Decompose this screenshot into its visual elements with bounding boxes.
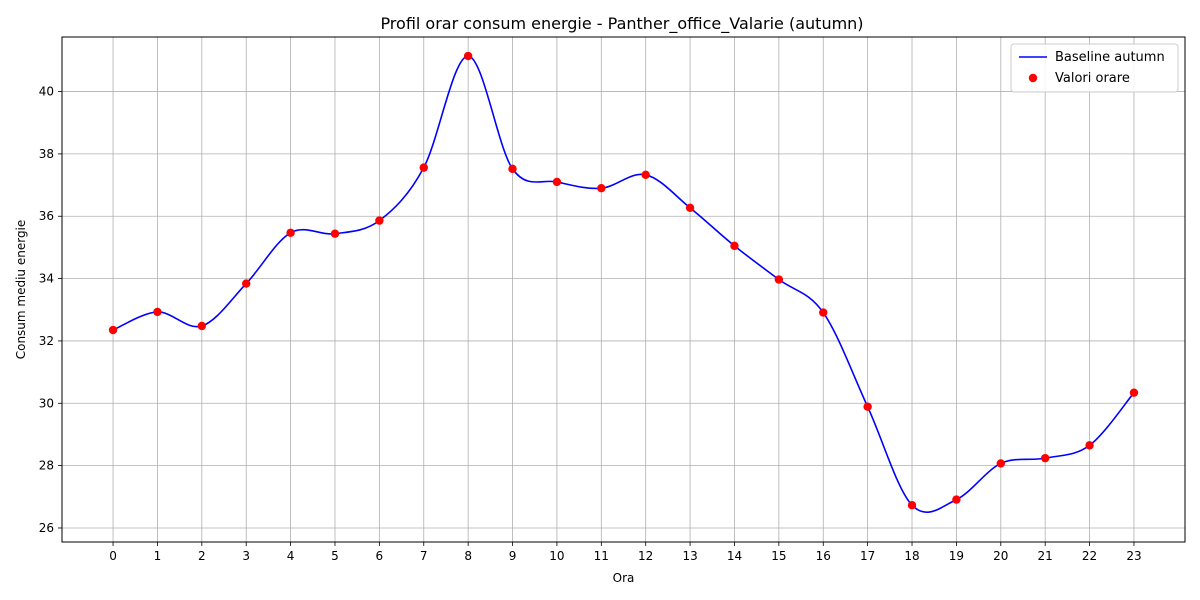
scatter-point [242, 279, 251, 288]
x-tick-label: 12 [638, 549, 653, 563]
axes-frame [61, 36, 1186, 543]
y-tick-label: 40 [39, 85, 54, 99]
scatter-point [1085, 441, 1094, 450]
x-tick-label: 1 [154, 549, 162, 563]
x-tick-label: 9 [509, 549, 517, 563]
x-tick-label: 21 [1038, 549, 1053, 563]
x-axis: 0 1 2 3 4 5 6 7 8 9 10 11 12 13 14 15 16 17 18 19 20 21 22 23 [109, 542, 1142, 563]
scatter-point [952, 495, 961, 504]
scatter-point [996, 459, 1005, 468]
scatter-point [774, 275, 784, 284]
y-tick-label: 30 [39, 396, 54, 410]
legend-marker-swatch [1028, 73, 1038, 83]
scatter-point [863, 402, 872, 411]
x-tick-label: 15 [771, 549, 786, 563]
scatter-point [1040, 453, 1050, 463]
legend-box [1010, 43, 1179, 93]
scatter-point [286, 228, 295, 237]
y-tick-label: 36 [39, 209, 54, 223]
series-line-baseline [112, 55, 1135, 513]
scatter-point [685, 203, 695, 213]
x-tick-label: 23 [1126, 549, 1141, 563]
x-tick-label: 16 [816, 549, 831, 563]
scatter-point [907, 501, 917, 510]
x-tick-label: 0 [109, 549, 117, 563]
y-axis-label: Consum mediu energie [14, 220, 28, 360]
scatter-point [108, 325, 118, 335]
x-tick-label: 11 [594, 549, 609, 563]
legend: Baseline autumn Valori orare [1010, 43, 1179, 93]
scatter-point [1129, 388, 1139, 397]
scatter-point [508, 164, 517, 174]
scatter-point [730, 241, 739, 251]
x-tick-label: 22 [1082, 549, 1097, 563]
scatter-point [463, 51, 473, 61]
x-tick-label: 20 [993, 549, 1008, 563]
x-tick-label: 5 [331, 549, 339, 563]
scatter-point [419, 163, 428, 172]
x-tick-label: 10 [549, 549, 564, 563]
x-tick-label: 2 [198, 549, 206, 563]
y-tick-label: 38 [39, 147, 54, 161]
scatter-point [153, 307, 162, 317]
scatter-point [375, 216, 384, 225]
x-tick-label: 18 [904, 549, 919, 563]
scatter-point [197, 321, 207, 331]
x-tick-label: 17 [860, 549, 875, 563]
x-tick-label: 13 [682, 549, 697, 563]
x-tick-label: 4 [287, 549, 295, 563]
y-tick-label: 34 [39, 272, 54, 286]
x-tick-label: 19 [949, 549, 964, 563]
scatter-point [330, 229, 340, 238]
chart-title: Profil orar consum energie - Panther_off… [380, 14, 863, 34]
x-axis-label: Ora [613, 571, 635, 585]
plot-area [108, 51, 1139, 513]
x-tick-label: 14 [727, 549, 742, 563]
scatter-point [552, 177, 562, 187]
y-tick-label: 26 [39, 521, 54, 535]
y-axis: 26 28 30 32 34 36 38 40 [39, 85, 62, 535]
scatter-point [819, 308, 828, 317]
x-tick-label: 3 [242, 549, 250, 563]
grid [62, 37, 1185, 542]
y-tick-label: 28 [39, 459, 54, 473]
x-tick-label: 6 [376, 549, 384, 563]
x-tick-label: 8 [464, 549, 472, 563]
scatter-point [641, 170, 650, 179]
legend-label-baseline: Baseline autumn [1055, 50, 1165, 65]
legend-label-valori: Valori orare [1055, 71, 1130, 86]
scatter-point [597, 183, 606, 193]
x-tick-label: 7 [420, 549, 428, 563]
y-tick-label: 32 [39, 334, 54, 348]
